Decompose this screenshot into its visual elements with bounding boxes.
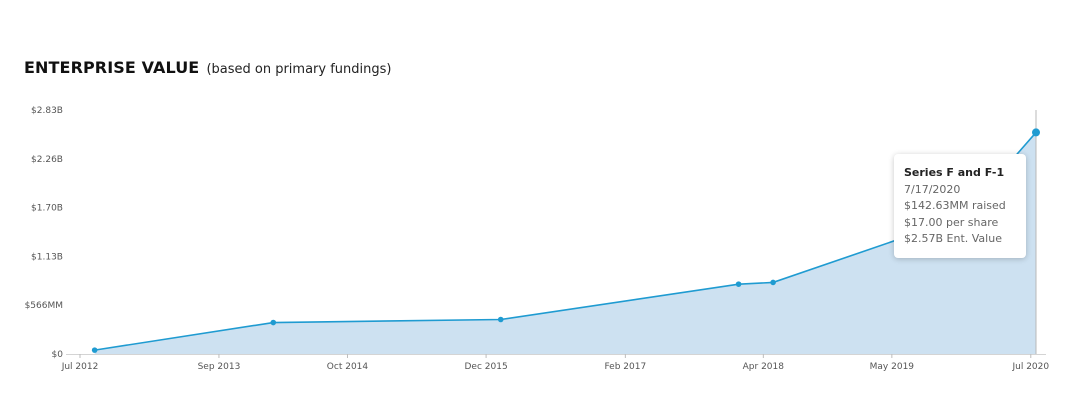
tooltip-value: $2.57B Ent. Value	[904, 232, 1002, 245]
data-point	[91, 347, 98, 353]
x-tick-label: Oct 2014	[327, 362, 369, 372]
tooltip-date: 7/17/2020	[904, 182, 961, 196]
y-tick-label: $1.70B	[31, 203, 63, 213]
tooltip-price: $17.00 per share	[904, 215, 999, 229]
y-tick-label: $2.26B	[31, 155, 63, 165]
chart-heading: ENTERPRISE VALUE (based on primary fundi…	[24, 58, 391, 77]
x-tick-label: Jul 2012	[61, 362, 99, 372]
data-point-tooltip: Series F and F-1 7/17/2020 $142.63MM rai…	[894, 154, 1026, 258]
chart-title: ENTERPRISE VALUE	[24, 58, 200, 77]
x-tick-label: Dec 2015	[464, 362, 507, 372]
tooltip-round: Series F and F-1	[904, 166, 1005, 179]
x-tick-label: Sep 2013	[198, 362, 241, 372]
y-tick-label: $0	[52, 350, 64, 360]
chart-subtitle: (based on primary fundings)	[206, 62, 392, 77]
x-tick-label: Apr 2018	[743, 362, 785, 372]
data-point-highlighted	[1032, 128, 1040, 137]
x-tick-label: Feb 2017	[605, 362, 647, 372]
data-point	[735, 281, 742, 287]
series-area	[94, 132, 1036, 354]
tooltip-raised: $142.63MM raised	[904, 199, 1006, 212]
data-point	[497, 316, 504, 323]
data-point	[270, 319, 277, 326]
data-point	[770, 279, 776, 286]
y-tick-label: $566MM	[25, 301, 63, 311]
y-tick-label: $1.13B	[31, 253, 63, 263]
y-tick-label: $2.83B	[31, 106, 63, 116]
x-tick-label: May 2019	[870, 362, 915, 372]
x-tick-label: Jul 2020	[1011, 362, 1049, 372]
